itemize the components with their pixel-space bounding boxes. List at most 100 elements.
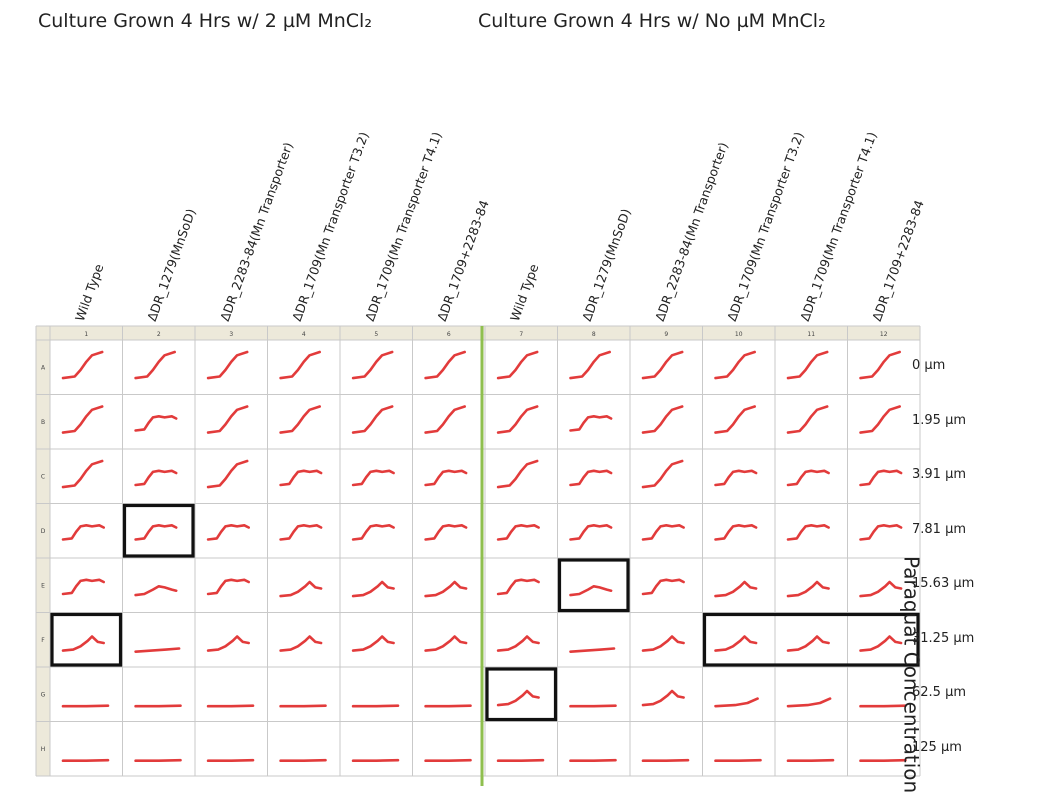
- growth-curve-C6: [424, 469, 468, 487]
- growth-curve-B9: [641, 405, 684, 434]
- growth-curve-C9: [641, 459, 684, 489]
- plate-row-letter: A: [41, 364, 46, 371]
- growth-curve-H6: [424, 758, 472, 763]
- growth-curve-B4: [279, 405, 322, 434]
- growth-curve-F6: [424, 635, 468, 652]
- plate-column-number: 8: [592, 331, 596, 338]
- growth-curve-F7: [496, 635, 540, 652]
- plate-column-number: 5: [374, 331, 378, 338]
- title-with-mncl2: Culture Grown 4 Hrs w/ 2 µM MnCl₂: [38, 10, 372, 32]
- plate-column-number: 10: [735, 331, 743, 338]
- growth-curve-G4: [279, 704, 327, 708]
- row-header-bar: [36, 326, 50, 776]
- growth-curve-F5: [351, 635, 395, 652]
- growth-curve-H7: [496, 758, 545, 763]
- growth-curve-E3: [206, 578, 250, 596]
- growth-curve-F1: [61, 635, 105, 652]
- growth-curve-F2: [134, 647, 181, 654]
- growth-curve-A1: [61, 350, 104, 380]
- concentration-label: 15.63 µm: [912, 576, 975, 592]
- growth-curve-H12: [859, 758, 907, 763]
- growth-curve-B6: [424, 405, 467, 434]
- growth-curve-F11: [786, 635, 830, 652]
- growth-curve-C8: [569, 469, 613, 487]
- concentration-label: 7.81 µm: [912, 521, 967, 537]
- growth-curve-G11: [786, 697, 832, 708]
- growth-curve-A11: [786, 350, 829, 380]
- growth-curve-B3: [206, 405, 249, 434]
- growth-curve-F3: [206, 635, 250, 652]
- growth-curve-H4: [279, 758, 327, 763]
- growth-curve-E10: [714, 580, 758, 598]
- growth-curve-D11: [786, 523, 830, 541]
- growth-curve-E12: [859, 580, 903, 598]
- growth-curve-B7: [496, 405, 539, 434]
- growth-curve-B12: [859, 405, 902, 434]
- plate-column-number: 7: [519, 331, 523, 338]
- growth-curve-D2: [134, 523, 178, 541]
- growth-curve-G5: [351, 704, 400, 708]
- growth-curve-B1: [61, 405, 104, 434]
- growth-curve-F10: [714, 635, 758, 652]
- growth-curve-H11: [786, 758, 835, 763]
- growth-curve-A5: [351, 350, 394, 380]
- growth-curve-H10: [714, 758, 762, 763]
- plate-column-number: 6: [447, 331, 451, 338]
- plate-column-number: 3: [229, 331, 233, 338]
- growth-curve-D4: [279, 523, 323, 541]
- concentration-label: 0 µm: [912, 358, 946, 374]
- plate-row-letter: C: [41, 473, 45, 480]
- growth-curve-A10: [714, 350, 757, 380]
- y-axis-title: Paraquat Concentration: [899, 556, 924, 793]
- growth-curve-D10: [714, 523, 758, 541]
- growth-curve-B10: [714, 405, 757, 434]
- growth-curve-F4: [279, 635, 323, 652]
- plate-column-number: 9: [664, 331, 668, 338]
- growth-curve-E6: [424, 580, 468, 598]
- growth-curve-H5: [351, 758, 400, 763]
- growth-curve-D7: [496, 523, 540, 541]
- growth-curve-G12: [859, 704, 907, 708]
- growth-curve-D6: [424, 523, 468, 541]
- column-header-bar: [36, 326, 920, 340]
- plate-row-letter: G: [41, 691, 46, 698]
- growth-curve-A4: [279, 350, 322, 380]
- concentration-label: 31.25 µm: [912, 630, 975, 646]
- growth-curve-B11: [786, 405, 829, 434]
- plate-row-letter: B: [41, 419, 45, 426]
- plate-row-letter: F: [41, 637, 45, 644]
- growth-curve-F8: [569, 647, 616, 654]
- growth-curve-A9: [641, 350, 684, 380]
- highlight-box-G7: [485, 667, 558, 722]
- growth-curve-A8: [569, 350, 612, 380]
- growth-curve-D1: [61, 523, 105, 541]
- growth-curve-D5: [351, 523, 395, 541]
- growth-curve-B8: [569, 414, 613, 432]
- highlight-box-E8: [557, 558, 630, 613]
- plate-row-letter: D: [41, 528, 46, 535]
- growth-curve-D12: [859, 523, 903, 541]
- concentration-label: 125 µm: [912, 739, 962, 755]
- growth-curve-C7: [496, 459, 539, 489]
- highlight-box-F10-11-12: [702, 612, 920, 667]
- plate-column-number: 2: [157, 331, 161, 338]
- growth-curve-F9: [641, 635, 685, 652]
- growth-curve-D8: [569, 523, 613, 541]
- concentration-label: 3.91 µm: [912, 467, 967, 483]
- growth-curve-G2: [134, 704, 182, 708]
- growth-curve-C1: [61, 459, 104, 489]
- growth-curve-C10: [714, 469, 758, 487]
- growth-curve-H3: [206, 758, 255, 763]
- growth-curve-C3: [206, 459, 249, 489]
- plate-column-number: 1: [84, 331, 88, 338]
- growth-curve-G7: [496, 689, 540, 707]
- growth-curve-C4: [279, 469, 323, 487]
- growth-curve-G8: [569, 704, 617, 708]
- growth-curve-H1: [61, 758, 110, 763]
- growth-curve-E4: [279, 580, 323, 598]
- growth-curve-G1: [61, 704, 110, 708]
- plate-column-number: 12: [880, 331, 888, 338]
- growth-curve-C2: [134, 469, 178, 487]
- growth-curve-B5: [351, 405, 394, 434]
